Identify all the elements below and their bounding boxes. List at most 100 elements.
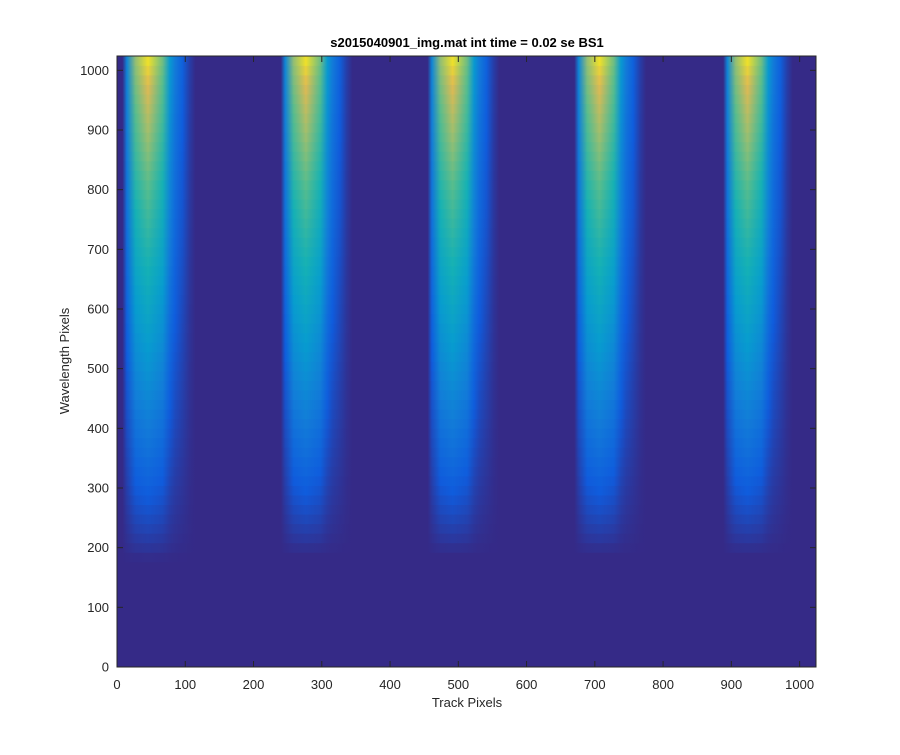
stripe-row [122, 504, 196, 515]
stripe-row [427, 513, 500, 525]
stripe-row [122, 84, 196, 95]
stripe-row [427, 323, 500, 334]
stripe-row [574, 504, 647, 515]
stripe-row [723, 65, 793, 76]
stripe-row [280, 246, 353, 257]
stripe-row [122, 294, 196, 305]
stripe-row [723, 112, 793, 124]
stripe-row [122, 132, 196, 143]
stripe-row [574, 590, 647, 601]
stripe-row [280, 65, 353, 76]
stripe-row [427, 265, 500, 276]
stripe-row [427, 256, 500, 267]
stripe-row [723, 103, 793, 114]
stripe-row [574, 160, 647, 171]
stripe-row [122, 141, 196, 152]
stripe-row [574, 437, 647, 448]
stripe-row [427, 408, 500, 420]
stripe-row [723, 590, 793, 601]
stripe-row [723, 408, 793, 420]
stripe-row [427, 590, 500, 601]
stripe-row [723, 657, 793, 667]
stripe-row [723, 456, 793, 467]
stripe-row [574, 647, 647, 658]
stripe-row [723, 418, 793, 429]
stripe-row [574, 580, 647, 591]
stripe-row [723, 351, 793, 362]
stripe-row [427, 141, 500, 152]
stripe-row [723, 380, 793, 391]
stripe-row [723, 303, 793, 315]
y-tick-label: 200 [87, 540, 109, 555]
stripe-row [574, 542, 647, 553]
stripe-row [574, 275, 647, 286]
y-tick-label: 400 [87, 421, 109, 436]
stripe-row [427, 65, 500, 76]
stripe-row [280, 552, 353, 563]
stripe-row [280, 56, 353, 66]
stripe-row [122, 456, 196, 467]
stripe-row [427, 112, 500, 124]
stripe-row [574, 208, 647, 219]
stripe-row [427, 361, 500, 372]
stripe-row [122, 65, 196, 76]
stripe-row [280, 141, 353, 152]
x-axis-label: Track Pixels [432, 695, 503, 710]
stripe-row [122, 56, 196, 66]
stripe-row [723, 504, 793, 515]
stripe-row [574, 609, 647, 620]
stripe-row [122, 151, 196, 162]
x-tick-label: 100 [174, 677, 196, 692]
stripe-row [574, 217, 647, 229]
x-tick-label: 800 [652, 677, 674, 692]
stripe-row [723, 618, 793, 630]
stripe-row [574, 552, 647, 563]
stripe-row [574, 428, 647, 439]
stripe-row [723, 399, 793, 410]
stripe-row [574, 65, 647, 76]
stripe-row [574, 389, 647, 400]
stripe-row [574, 56, 647, 66]
stripe-row [427, 246, 500, 257]
stripe-row [574, 361, 647, 372]
stripe-row [427, 533, 500, 544]
stripe-row [122, 590, 196, 601]
stripe-row [122, 552, 196, 563]
stripe-row [280, 638, 353, 649]
stripe-row [574, 284, 647, 295]
stripe-row [280, 456, 353, 467]
stripe-row [280, 151, 353, 162]
stripe-row [723, 485, 793, 496]
stripe-row [723, 275, 793, 286]
stripe-row [723, 217, 793, 229]
stripe-row [427, 456, 500, 467]
stripe-row [122, 217, 196, 229]
stripe-row [280, 74, 353, 85]
stripe-row [280, 189, 353, 200]
stripe-row [280, 485, 353, 496]
stripe-row [427, 618, 500, 630]
stripe-row [574, 370, 647, 381]
stripe-row [427, 332, 500, 343]
stripe-row [723, 599, 793, 611]
stripe-row [574, 628, 647, 639]
stripe-row [574, 447, 647, 458]
y-tick-label: 600 [87, 301, 109, 316]
stripe-row [427, 351, 500, 362]
stripe-row [122, 428, 196, 439]
stripe-row [280, 447, 353, 458]
stripe-row [723, 571, 793, 582]
stripe-row [427, 399, 500, 410]
x-tick-label: 400 [379, 677, 401, 692]
stripe-row [723, 437, 793, 448]
stripe-row [122, 628, 196, 639]
stripe-row [574, 122, 647, 133]
stripe-row [427, 504, 500, 515]
stripe-row [574, 141, 647, 152]
stripe-row [574, 351, 647, 362]
stripe-row [122, 580, 196, 591]
stripe [574, 56, 647, 667]
stripe-row [280, 294, 353, 305]
stripe-row [723, 93, 793, 105]
stripe [723, 56, 793, 667]
